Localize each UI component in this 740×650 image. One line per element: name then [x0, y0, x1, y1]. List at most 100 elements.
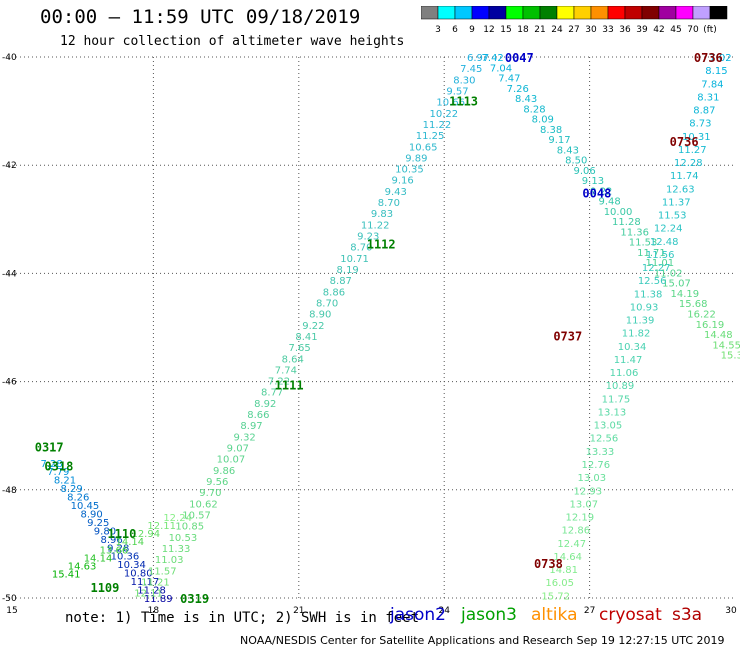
swh-value: 9.06 [573, 166, 595, 177]
swh-value: 12.94 [131, 529, 160, 540]
swh-value: 8.96 [100, 535, 122, 546]
swh-colorbar: 3 6 9 12 15 18 21 24 27 30 33 36 39 42 45 70 (ft) [421, 6, 728, 35]
swh-value: 7.22 [268, 377, 290, 388]
swh-value: 8.97 [240, 421, 262, 432]
swh-value: 9.13 [582, 176, 604, 187]
swh-value: 7.42 [482, 53, 504, 64]
colorbar-label: 9 [469, 25, 475, 35]
swh-value: 10.34 [117, 560, 146, 571]
swh-value: 9.16 [391, 176, 413, 187]
swh-value: 10.89 [606, 381, 635, 392]
swh-value: 16.19 [696, 320, 725, 331]
legend-s3a: s3a [672, 605, 703, 625]
swh-value: 8.64 [282, 354, 304, 365]
swh-value: 14.55 [712, 340, 740, 351]
swh-value: 11.22 [423, 120, 452, 131]
swh-value: 9.43 [385, 187, 407, 198]
y-tick-label: -46 [2, 378, 17, 388]
swh-value: 9.23 [357, 232, 379, 243]
credit-line: NOAA/NESDIS Center for Satellite Applica… [240, 634, 725, 647]
swh-value: 16.05 [545, 578, 574, 589]
swh-value: 11.28 [137, 586, 166, 597]
pass-label-cryosat: 0736 [670, 135, 699, 149]
units-note: note: 1) Time is in UTC; 2) SWH is in fe… [65, 610, 420, 626]
swh-value: 11.71 [637, 248, 666, 259]
swh-value: 7.28 [40, 459, 62, 470]
pass-label-jason2: 0047 [505, 51, 534, 65]
swh-value: 11.39 [626, 316, 655, 327]
pass-label-jason3: 1111 [275, 378, 304, 392]
swh-value: 11.03 [155, 555, 184, 566]
swh-value: 8.70 [350, 243, 372, 254]
colorbar-label: 42 [653, 25, 664, 35]
y-tick-label: -44 [2, 269, 17, 279]
swh-value: 8.21 [54, 476, 76, 487]
pass-label-cryosat: 0736 [694, 51, 723, 65]
swh-value: 11.01 [645, 258, 674, 269]
swh-value: 11.25 [416, 131, 445, 142]
colorbar-label: 33 [602, 25, 613, 35]
swh-value: 9.22 [590, 186, 612, 197]
swh-value: 12.19 [565, 513, 594, 524]
swh-value: 10.45 [71, 501, 100, 512]
swh-value: 7.04 [490, 63, 512, 74]
swh-value: 15.68 [679, 299, 708, 310]
swh-value: 14.63 [68, 562, 97, 573]
swh-value: 10.31 [682, 132, 711, 143]
colorbar-label: 3 [435, 25, 441, 35]
swh-value: 11.36 [620, 227, 649, 238]
colorbar-label: 30 [585, 25, 597, 35]
swh-value: 8.73 [689, 119, 711, 130]
swh-value: 14.19 [671, 289, 700, 300]
swh-value: 9.28 [107, 543, 129, 554]
swh-value: 8.26 [67, 493, 89, 504]
swh-value: 8.90 [309, 310, 331, 321]
swh-value: 11.02 [654, 268, 683, 279]
swh-value: 11.53 [658, 211, 687, 222]
swh-value: 6.97 [467, 53, 489, 64]
swh-value: 11.38 [634, 289, 663, 300]
colorbar-swatch [709, 6, 728, 20]
swh-value: 11.82 [622, 329, 651, 340]
swh-value: 14.48 [704, 330, 733, 341]
pass-label-jason3: 0318 [44, 459, 73, 473]
chart-title: 00:00 – 11:59 UTC 09/18/2019 [40, 6, 361, 28]
swh-value: 11.17 [131, 577, 160, 588]
colorbar-label: 12 [483, 25, 494, 35]
swh-value: 14.81 [549, 565, 578, 576]
swh-value: 12.63 [666, 184, 695, 195]
swh-value: 12.47 [557, 539, 586, 550]
swh-value: 12.86 [561, 526, 590, 537]
swh-value: 14.14 [84, 553, 113, 564]
swh-value: 10.36 [111, 552, 140, 563]
pass-label-jason3: 0317 [35, 441, 64, 455]
swh-value: 8.28 [523, 104, 545, 115]
swh-value: 11.28 [612, 217, 641, 228]
swh-value: 15.72 [541, 591, 570, 602]
swh-value: 10.34 [618, 342, 647, 353]
swh-value: 8.38 [540, 125, 562, 136]
swh-value: 13.33 [586, 447, 615, 458]
swh-value: 12.28 [674, 158, 703, 169]
swh-value: 9.70 [199, 488, 221, 499]
swh-value: 12.11 [147, 521, 176, 532]
swh-value: 11.33 [162, 544, 191, 555]
swh-value: 10.80 [124, 569, 153, 580]
swh-value: 11.56 [646, 250, 675, 261]
swh-value: 15.07 [662, 279, 691, 290]
swh-value: 10.35 [395, 165, 424, 176]
swh-value: 9.83 [371, 209, 393, 220]
swh-value: 8.87 [330, 276, 352, 287]
swh-value: 13.07 [569, 499, 598, 510]
colorbar-label: 24 [551, 25, 563, 35]
swh-value: 9.32 [234, 432, 256, 443]
x-tick-label: 15 [6, 606, 17, 616]
swh-value: 9.89 [405, 153, 427, 164]
legend-cryosat: cryosat [599, 605, 662, 625]
swh-value: 9.17 [548, 135, 570, 146]
legend-altika: altika [531, 605, 578, 625]
swh-value: 13.03 [578, 473, 607, 484]
swh-value: 12.24 [163, 513, 192, 524]
swh-value: 8.31 [697, 92, 719, 103]
pass-label-jason2: 0048 [582, 186, 611, 200]
